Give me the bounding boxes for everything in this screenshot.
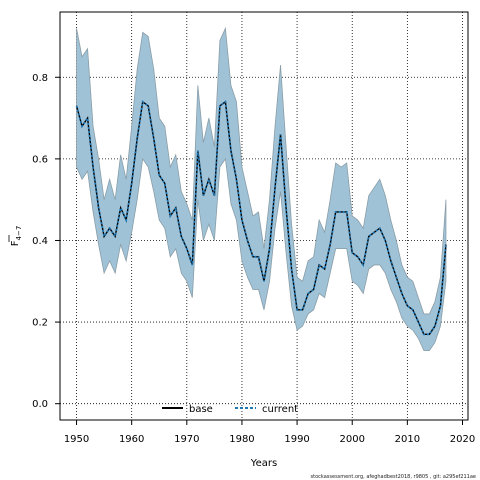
svg-text:F4−7: F4−7 (10, 226, 23, 247)
x-tick-label: 1970 (174, 434, 199, 445)
y-tick-label: 0.4 (32, 236, 48, 247)
legend-base-label: base (189, 404, 213, 415)
x-tick-label: 1950 (64, 434, 89, 445)
x-tick-label: 2020 (450, 434, 475, 445)
y-axis-label-main: F (10, 240, 21, 246)
y-tick-label: 0.2 (32, 318, 48, 329)
footer-credit: stockassessment.org, afeghadbest2018, r9… (311, 474, 476, 480)
series-current-line (75, 100, 447, 336)
y-tick-label: 0.6 (32, 154, 48, 165)
y-axis-label-subscript: 4−7 (15, 226, 23, 241)
y-axis-label: F4−7 (8, 226, 23, 247)
x-axis: 1950 1960 1970 1980 1990 2000 2010 2020 (64, 420, 475, 445)
legend: base current (162, 404, 298, 415)
y-tick-label: 0.0 (32, 399, 48, 410)
y-axis: 0.0 0.2 0.4 0.6 0.8 (32, 73, 60, 410)
x-axis-label: Years (250, 458, 277, 469)
plot-frame (59, 11, 469, 421)
x-tick-label: 2000 (339, 434, 364, 445)
x-tick-label: 1990 (284, 434, 309, 445)
x-tick-label: 1960 (119, 434, 144, 445)
x-tick-label: 2010 (395, 434, 420, 445)
series-lines (75, 100, 447, 336)
x-tick-label: 1980 (229, 434, 254, 445)
y-tick-label: 0.8 (32, 73, 48, 84)
confidence-band (76, 26, 447, 352)
legend-current-label: current (262, 404, 298, 415)
